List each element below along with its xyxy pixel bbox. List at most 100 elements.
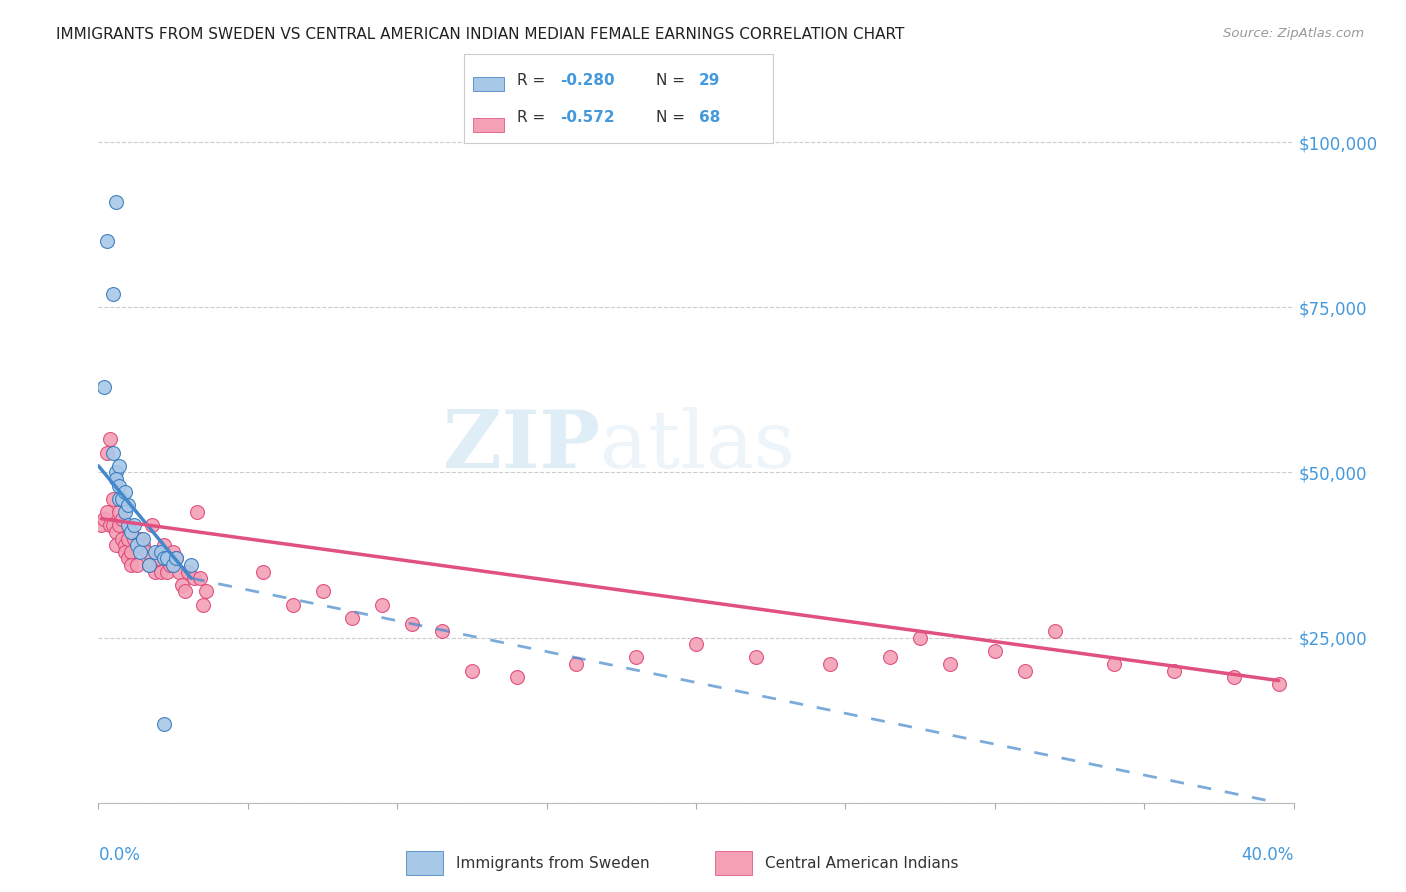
Point: [103, 445, 125, 459]
Point: [939, 657, 962, 671]
Point: [105, 524, 128, 539]
Point: [111, 511, 134, 525]
Point: [191, 598, 214, 612]
Point: [1104, 657, 1126, 671]
Point: [165, 551, 187, 566]
Point: [108, 478, 131, 492]
Text: 29: 29: [699, 73, 720, 87]
Point: [150, 545, 173, 559]
Text: 0.0%: 0.0%: [98, 846, 141, 863]
Text: N =: N =: [655, 111, 689, 125]
Text: ZIP: ZIP: [443, 407, 600, 485]
Point: [172, 578, 194, 592]
Text: Immigrants from Sweden: Immigrants from Sweden: [456, 855, 650, 871]
Text: IMMIGRANTS FROM SWEDEN VS CENTRAL AMERICAN INDIAN MEDIAN FEMALE EARNINGS CORRELA: IMMIGRANTS FROM SWEDEN VS CENTRAL AMERIC…: [56, 27, 904, 42]
Point: [162, 545, 184, 559]
Text: R =: R =: [516, 111, 550, 125]
Point: [401, 617, 423, 632]
Point: [879, 650, 901, 665]
Point: [565, 657, 588, 671]
Point: [153, 551, 176, 566]
Point: [1223, 670, 1246, 684]
FancyBboxPatch shape: [474, 77, 505, 91]
Point: [1267, 677, 1289, 691]
Point: [129, 532, 152, 546]
Text: atlas: atlas: [600, 407, 796, 485]
Text: Central American Indians: Central American Indians: [765, 855, 959, 871]
Point: [105, 466, 128, 480]
Point: [685, 637, 707, 651]
Point: [117, 551, 139, 566]
Point: [100, 433, 122, 447]
Point: [156, 551, 179, 566]
Text: N =: N =: [655, 73, 689, 87]
Point: [117, 518, 139, 533]
Point: [162, 558, 184, 572]
Point: [159, 558, 181, 572]
Point: [165, 551, 187, 566]
Point: [114, 485, 136, 500]
Text: 40.0%: 40.0%: [1241, 846, 1294, 863]
Point: [124, 532, 146, 546]
Point: [143, 545, 166, 559]
Point: [117, 532, 139, 546]
Point: [132, 532, 155, 546]
Point: [177, 565, 200, 579]
Point: [153, 716, 176, 731]
Text: R =: R =: [516, 73, 550, 87]
Point: [153, 538, 176, 552]
Point: [180, 558, 202, 572]
Point: [371, 598, 394, 612]
Point: [195, 584, 218, 599]
Point: [96, 234, 118, 248]
FancyBboxPatch shape: [406, 851, 443, 875]
Point: [120, 545, 142, 559]
Point: [183, 571, 205, 585]
Point: [188, 571, 211, 585]
Point: [1014, 664, 1036, 678]
Point: [103, 491, 125, 506]
Point: [96, 505, 118, 519]
Point: [252, 565, 274, 579]
Point: [174, 584, 197, 599]
Point: [138, 558, 160, 572]
Point: [96, 445, 118, 459]
FancyBboxPatch shape: [716, 851, 752, 875]
Point: [108, 505, 131, 519]
Point: [506, 670, 529, 684]
Point: [908, 631, 931, 645]
Text: -0.280: -0.280: [560, 73, 614, 87]
Point: [114, 505, 136, 519]
Point: [124, 518, 146, 533]
Point: [820, 657, 842, 671]
Point: [143, 565, 166, 579]
Text: 68: 68: [699, 111, 720, 125]
Point: [103, 287, 125, 301]
Point: [745, 650, 768, 665]
Point: [105, 538, 128, 552]
Point: [114, 545, 136, 559]
Point: [626, 650, 648, 665]
Point: [90, 518, 112, 533]
Point: [108, 458, 131, 473]
Point: [127, 558, 149, 572]
Point: [186, 505, 208, 519]
Point: [984, 644, 1007, 658]
Text: -0.572: -0.572: [560, 111, 614, 125]
Point: [150, 565, 173, 579]
Point: [120, 524, 142, 539]
Point: [430, 624, 453, 638]
Point: [461, 664, 484, 678]
Point: [129, 545, 152, 559]
Point: [156, 565, 179, 579]
Point: [108, 518, 131, 533]
Point: [127, 538, 149, 552]
Point: [117, 499, 139, 513]
Point: [132, 538, 155, 552]
Point: [141, 518, 163, 533]
Point: [105, 472, 128, 486]
Point: [103, 518, 125, 533]
FancyBboxPatch shape: [474, 118, 505, 132]
Point: [311, 584, 333, 599]
Point: [342, 611, 364, 625]
